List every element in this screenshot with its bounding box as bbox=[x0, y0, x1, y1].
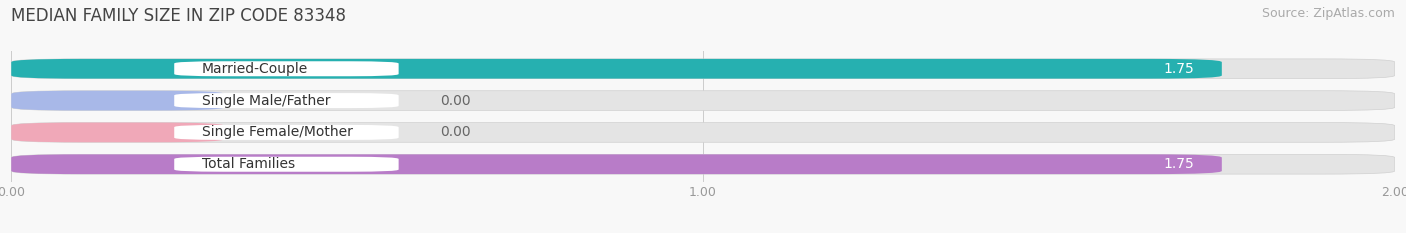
FancyBboxPatch shape bbox=[174, 125, 399, 140]
FancyBboxPatch shape bbox=[11, 91, 225, 110]
FancyBboxPatch shape bbox=[11, 123, 225, 142]
Text: Single Female/Mother: Single Female/Mother bbox=[202, 125, 353, 139]
Text: Married-Couple: Married-Couple bbox=[202, 62, 308, 76]
FancyBboxPatch shape bbox=[11, 59, 1222, 79]
FancyBboxPatch shape bbox=[11, 154, 1222, 174]
Text: 1.75: 1.75 bbox=[1163, 62, 1194, 76]
Text: 1.75: 1.75 bbox=[1163, 157, 1194, 171]
FancyBboxPatch shape bbox=[174, 61, 399, 76]
Text: Total Families: Total Families bbox=[202, 157, 295, 171]
Text: 0.00: 0.00 bbox=[440, 94, 471, 108]
Text: 0.00: 0.00 bbox=[440, 125, 471, 139]
FancyBboxPatch shape bbox=[11, 59, 1395, 79]
Text: Source: ZipAtlas.com: Source: ZipAtlas.com bbox=[1261, 7, 1395, 20]
Text: Single Male/Father: Single Male/Father bbox=[202, 94, 330, 108]
FancyBboxPatch shape bbox=[11, 154, 1395, 174]
FancyBboxPatch shape bbox=[174, 157, 399, 172]
FancyBboxPatch shape bbox=[11, 91, 1395, 110]
Text: MEDIAN FAMILY SIZE IN ZIP CODE 83348: MEDIAN FAMILY SIZE IN ZIP CODE 83348 bbox=[11, 7, 346, 25]
FancyBboxPatch shape bbox=[11, 123, 1395, 142]
FancyBboxPatch shape bbox=[174, 93, 399, 108]
